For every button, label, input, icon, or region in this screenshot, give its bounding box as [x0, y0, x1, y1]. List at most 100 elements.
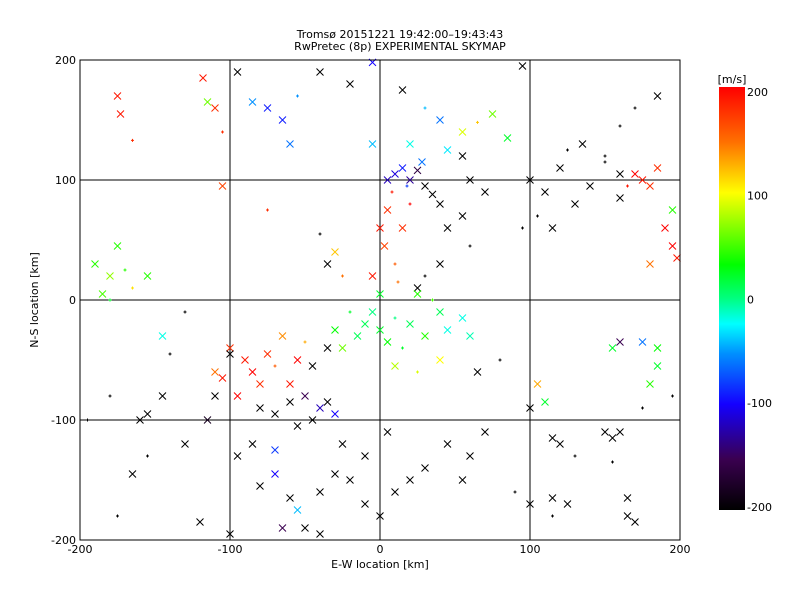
data-point-cross	[383, 338, 392, 346]
data-point-plus	[131, 138, 134, 142]
data-point-cross	[286, 380, 294, 388]
data-point-cross	[256, 380, 264, 388]
data-point-cross	[263, 104, 272, 112]
plot-frame	[79, 59, 681, 541]
data-point-cross	[218, 182, 227, 190]
x-tick-label: 0	[377, 543, 384, 556]
data-point-cross	[98, 290, 107, 298]
data-point-cross	[436, 308, 444, 316]
data-point-cross	[286, 140, 294, 148]
data-point-cross	[616, 428, 624, 436]
data-point-cross	[631, 170, 639, 178]
data-point-cross	[368, 272, 377, 280]
data-point-cross	[278, 116, 287, 124]
data-point-cross	[293, 356, 302, 364]
data-point-plus	[318, 232, 322, 236]
data-point-plus	[611, 460, 614, 464]
data-point-cross	[391, 170, 399, 178]
data-point-plus	[573, 454, 577, 458]
data-point-cross	[653, 92, 662, 100]
data-point-cross	[226, 530, 234, 538]
data-point-cross	[458, 314, 467, 322]
data-point-cross	[241, 356, 249, 364]
data-point-cross	[316, 68, 324, 76]
data-point-cross	[293, 422, 302, 430]
data-point-cross	[113, 92, 122, 100]
data-point-cross	[406, 176, 414, 184]
data-point-cross	[331, 248, 339, 256]
data-point-cross	[428, 190, 437, 199]
data-point-cross	[203, 416, 212, 424]
data-point-cross	[143, 410, 152, 418]
data-point-cross	[383, 428, 392, 436]
data-point-cross	[398, 86, 407, 94]
y-tick-label: 100	[55, 174, 76, 187]
data-point-cross	[436, 260, 444, 268]
data-point-cross	[443, 326, 452, 334]
data-point-plus	[108, 298, 112, 302]
data-point-cross	[316, 488, 324, 496]
data-point-plus	[476, 120, 479, 124]
data-point-cross	[548, 494, 557, 502]
data-point-cross	[436, 356, 444, 364]
data-point-cross	[116, 110, 125, 118]
x-tick-label: 200	[670, 543, 691, 556]
x-tick-label: 100	[520, 543, 541, 556]
data-point-cross	[248, 368, 257, 376]
data-point-plus	[633, 106, 637, 110]
data-point-plus	[468, 244, 472, 248]
data-point-cross	[473, 368, 482, 376]
data-point-cross	[346, 476, 354, 484]
data-point-cross	[421, 464, 429, 472]
data-point-plus	[551, 514, 554, 518]
data-point-plus	[396, 280, 400, 284]
data-point-cross	[518, 62, 527, 70]
data-point-plus	[603, 154, 607, 158]
data-point-cross	[293, 506, 302, 514]
data-point-plus	[536, 214, 539, 218]
data-point-cross	[466, 176, 474, 184]
data-point-cross	[128, 470, 137, 478]
data-point-plus	[671, 394, 674, 398]
data-point-cross	[301, 524, 309, 532]
data-point-cross	[571, 200, 579, 208]
data-point-cross	[616, 170, 624, 178]
data-point-plus	[131, 286, 134, 290]
data-point-cross	[673, 254, 681, 262]
data-point-plus	[521, 226, 524, 230]
data-point-cross	[203, 98, 212, 106]
data-point-cross	[481, 188, 489, 196]
data-point-cross	[391, 362, 399, 370]
data-point-cross	[638, 338, 647, 346]
data-point-cross	[271, 410, 279, 418]
data-point-cross	[548, 224, 557, 232]
data-point-plus	[566, 148, 569, 152]
data-point-cross	[380, 242, 389, 250]
colorbar-ticks: 200 100 0 -100 -200	[747, 86, 772, 514]
data-point-cross	[556, 164, 564, 172]
data-point-cross	[323, 260, 332, 268]
data-point-cross	[136, 416, 144, 424]
data-point-cross	[196, 518, 204, 526]
data-point-cross	[248, 440, 257, 448]
data-point-cross	[316, 404, 324, 412]
data-point-cross	[271, 470, 279, 478]
data-point-cross	[278, 332, 287, 340]
data-point-cross	[466, 452, 474, 460]
data-point-cross	[413, 284, 422, 292]
data-point-cross	[616, 338, 624, 346]
data-point-plus	[273, 364, 277, 368]
data-point-cross	[226, 350, 234, 358]
data-point-plus	[423, 106, 427, 110]
chart-title: Tromsø 20151221 19:42:00–19:43:43	[296, 28, 504, 41]
data-point-cross	[458, 152, 467, 160]
data-point-cross	[211, 392, 219, 400]
data-point-cross	[308, 362, 317, 370]
data-point-cross	[646, 182, 654, 190]
data-point-plus	[146, 454, 149, 458]
data-point-plus	[393, 316, 397, 320]
data-point-cross	[653, 344, 662, 352]
data-point-cross	[278, 524, 287, 532]
x-axis-label: E-W location [km]	[331, 558, 429, 571]
